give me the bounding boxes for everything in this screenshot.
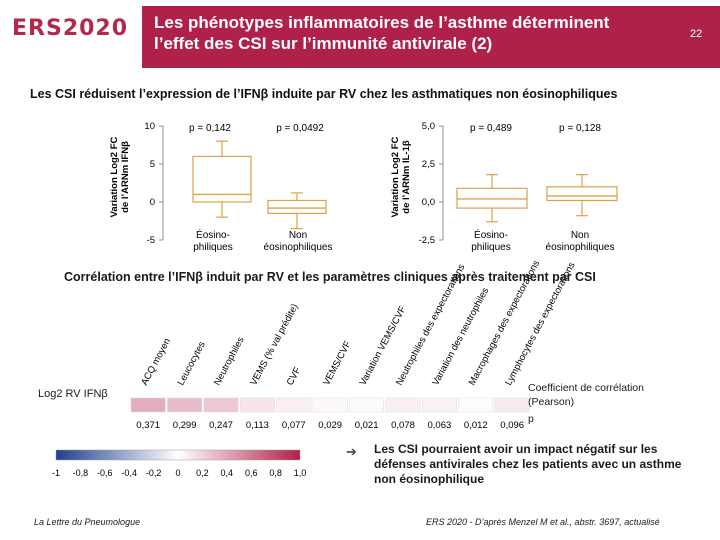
- page-number: 22: [690, 28, 703, 40]
- scale-label: 0,8: [269, 468, 282, 478]
- boxplot-il1b: Variation Log2 FC de l’ARNm IL-1β 5,0 2,5…: [390, 121, 618, 253]
- correlation-coefficient: 0,247: [209, 420, 233, 431]
- scale-label: 1,0: [294, 468, 307, 478]
- title-line-1: Les phénotypes inflammatoires de l’asthm…: [154, 13, 610, 32]
- correlation-cell: [239, 397, 275, 413]
- correlation-cell: [312, 397, 348, 413]
- group-label: éosinophiliques: [264, 242, 333, 253]
- y-axis-label: Variation Log2 FC: [109, 136, 120, 217]
- color-scale-labels: -1 -0,8 -0,6 -0,4 -0,2 0 0,2 0,4 0,6 0,8 1,0: [52, 468, 306, 478]
- slide-title: Les phénotypes inflammatoires de l’asthm…: [154, 12, 674, 54]
- slide-header: ERS2020 Les phénotypes inflammatoires de…: [0, 0, 720, 72]
- logo-text: ERS2020: [12, 16, 129, 41]
- correlation-column-label: VEMS/CVF: [321, 339, 354, 387]
- correlation-cell: [385, 397, 421, 413]
- section-2-title: Corrélation entre l’IFNβ induit par RV e…: [64, 270, 596, 284]
- correlation-cell: [494, 397, 530, 413]
- title-line-2: l’effet des CSI sur l’immunité antiviral…: [154, 34, 493, 53]
- group-label: philiques: [193, 242, 232, 253]
- correlation-coefficient: 0,371: [136, 420, 160, 431]
- p-value: p = 0,128: [559, 123, 601, 134]
- correlation-cell: [203, 397, 239, 413]
- conclusion-text: Les CSI pourraient avoir un impact négat…: [374, 442, 682, 486]
- p-value: p = 0,0492: [276, 123, 324, 134]
- group-label: Éosino-: [196, 228, 230, 241]
- y-axis-label: de l’ARNm IFNβ: [120, 141, 131, 213]
- legend-p: p: [528, 413, 534, 425]
- y-tick-label: 2,5: [422, 159, 435, 170]
- correlation-column-label: ACQ moyen: [139, 337, 173, 388]
- scale-label: 0,4: [221, 468, 234, 478]
- box: [192, 155, 252, 203]
- correlation-cell: [167, 397, 203, 413]
- correlation-coefficient: 0,113: [246, 420, 269, 431]
- y-tick-label: 5: [150, 159, 155, 170]
- scale-label: -0,8: [73, 468, 89, 478]
- correlation-coefficient: 0,012: [464, 420, 488, 431]
- correlation-cells: [130, 397, 530, 413]
- color-scale-bar: [55, 449, 301, 461]
- legend-coefficient: Coefficient de corrélation (Pearson): [528, 382, 644, 408]
- correlation-coefficient: 0,029: [318, 420, 342, 431]
- group-label: Non: [289, 230, 307, 241]
- p-value: p = 0,142: [189, 123, 231, 134]
- scale-label: 0,2: [196, 468, 209, 478]
- scale-label: 0,6: [245, 468, 258, 478]
- correlation-row-label: Log2 RV IFNβ: [38, 388, 108, 400]
- correlation-coefficient: 0,063: [428, 420, 452, 431]
- correlation-coefficient: 0,078: [391, 420, 415, 431]
- correlation-cell: [458, 397, 494, 413]
- correlation-column-label: Leucocytes: [176, 340, 208, 388]
- correlation-cell: [130, 397, 166, 413]
- correlation-coefficient: 0,077: [282, 420, 306, 431]
- title-bar: [142, 6, 720, 68]
- scale-label: -1: [52, 468, 60, 478]
- correlation-coefficients: 0,371 0,299 0,247 0,113 0,077 0,029 0,021 0,078…: [136, 420, 524, 431]
- y-axis-label: Variation Log2 FC: [390, 136, 401, 217]
- box: [546, 186, 618, 202]
- group-label: éosinophiliques: [546, 242, 615, 253]
- group-label: philiques: [471, 242, 510, 253]
- correlation-cell: [276, 397, 312, 413]
- box: [267, 199, 327, 214]
- p-value: p = 0,489: [470, 123, 512, 134]
- scale-label: -0,6: [97, 468, 113, 478]
- correlation-coefficient: 0,021: [355, 420, 379, 431]
- correlation-coefficient: 0,096: [500, 420, 524, 431]
- footer-journal: La Lettre du Pneumologue: [34, 517, 141, 527]
- y-tick-label: 0: [150, 197, 155, 208]
- correlation-column-label: CVF: [285, 365, 304, 387]
- y-tick-label: 5,0: [422, 121, 435, 132]
- scale-label: -0,2: [146, 468, 162, 478]
- correlation-cell: [349, 397, 385, 413]
- scale-label: 0: [175, 468, 180, 478]
- correlation-cell: [421, 397, 457, 413]
- ers-logo: ERS2020: [0, 8, 140, 42]
- correlation-column-label: Neutrophiles: [212, 335, 247, 387]
- box: [456, 187, 528, 209]
- group-label: Éosino-: [474, 228, 508, 241]
- boxplot-ifnb: Variation Log2 FC de l’ARNm IFNβ 1050-5 …: [109, 121, 332, 253]
- scale-label: -0,4: [121, 468, 137, 478]
- y-tick-label: -5: [147, 235, 155, 246]
- y-tick-label: 0,0: [422, 197, 435, 208]
- arrow-icon: ➔: [346, 444, 357, 459]
- y-axis-label: de l’ARNm IL-1β: [401, 140, 412, 214]
- section-1-title: Les CSI réduisent l’expression de l’IFNβ…: [30, 87, 618, 101]
- correlation-coefficient: 0,299: [173, 420, 197, 431]
- group-label: Non: [571, 230, 589, 241]
- y-tick-label: -2,5: [419, 235, 435, 246]
- y-tick-label: 10: [144, 121, 155, 132]
- footer-source: ERS 2020 - D’après Menzel M et al., abst…: [426, 517, 660, 527]
